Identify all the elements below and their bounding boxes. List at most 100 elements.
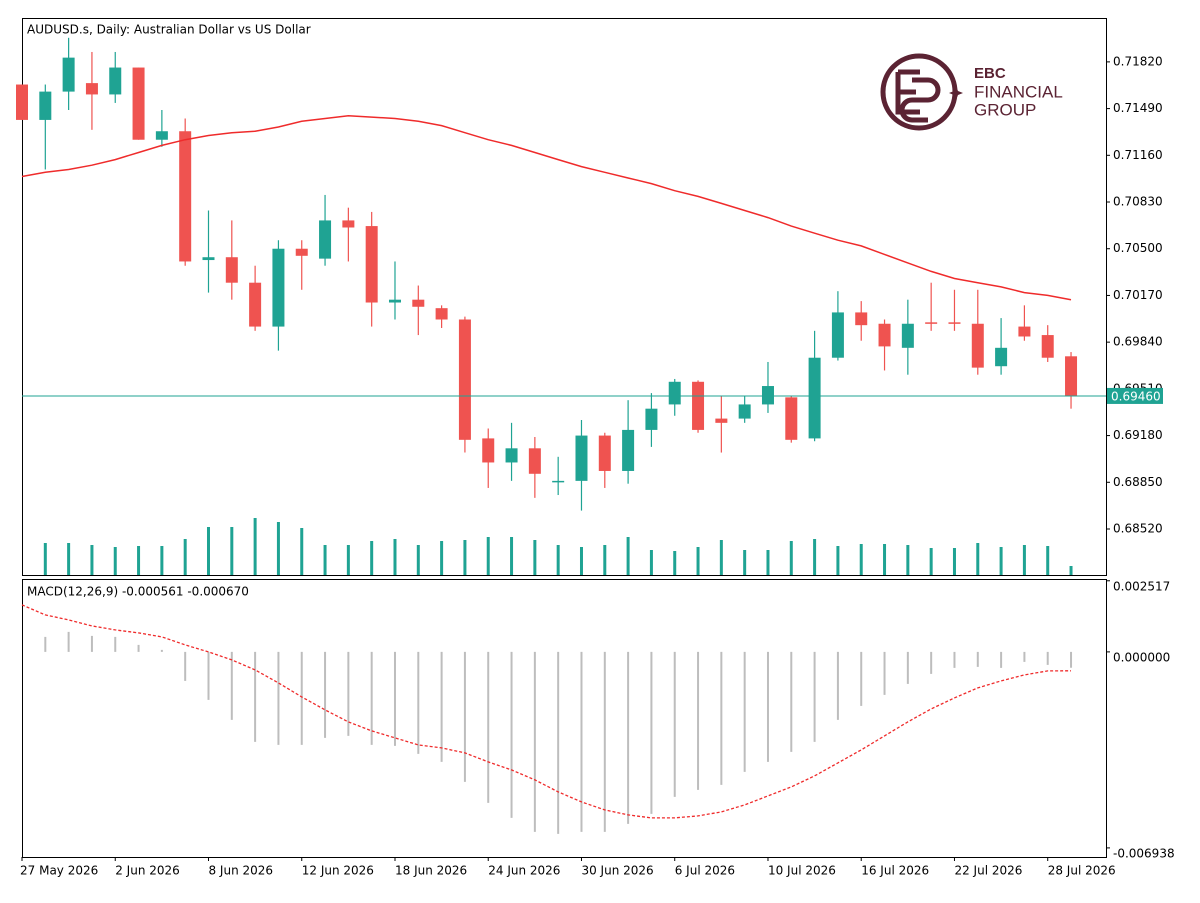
volume-bar — [673, 551, 677, 575]
candle-body — [971, 323, 984, 368]
volume-bar — [393, 539, 397, 575]
volume-bar — [253, 518, 257, 575]
candle-body — [855, 312, 868, 326]
candle-body — [272, 248, 285, 327]
volume-bar — [836, 546, 840, 575]
candle-body — [692, 381, 705, 430]
candle-body — [901, 323, 914, 348]
candle-body — [412, 299, 425, 307]
volume-bar — [230, 527, 234, 575]
volume-bar — [183, 539, 187, 575]
volume-bar — [626, 537, 630, 575]
volume-bar — [789, 541, 793, 575]
volume-bar — [929, 548, 933, 575]
candle-body — [715, 418, 728, 423]
candle-body — [598, 435, 611, 471]
candle-body — [808, 357, 821, 439]
candle-body — [505, 448, 518, 463]
y-tick-label: 0.002517 — [1113, 579, 1170, 593]
logo-star — [949, 86, 963, 100]
volume-bar — [603, 545, 607, 575]
candle-body — [575, 435, 588, 481]
volume-bar — [463, 540, 467, 575]
volume-bar — [579, 547, 583, 575]
candle-body — [179, 131, 192, 262]
volume-bar — [556, 545, 560, 575]
volume-bar — [696, 547, 700, 575]
volume-bar — [160, 546, 164, 575]
volume-bar — [67, 543, 71, 575]
volume-bar — [276, 522, 280, 575]
candle-body — [645, 408, 658, 430]
chart-title: AUDUSD.s, Daily: Australian Dollar vs US… — [27, 23, 311, 37]
candle-body — [155, 131, 168, 140]
volume-bar — [300, 528, 304, 575]
logo-text: FINANCIAL — [974, 82, 1063, 101]
moving-average — [21, 114, 1072, 301]
volume-bar — [510, 537, 514, 575]
candle-body — [435, 308, 448, 320]
volume-bar — [883, 544, 887, 575]
volume-bar — [346, 545, 350, 575]
candle-body — [738, 404, 751, 419]
macd-label: MACD(12,26,9) -0.000561 -0.000670 — [27, 585, 249, 599]
logo-ring — [880, 53, 958, 131]
last-price-label: 0.69460 — [1111, 389, 1161, 403]
y-tick-label: 0.68850 — [1113, 475, 1163, 489]
x-tick-label: 27 May 2026 — [20, 864, 98, 878]
y-tick-label: 0.000000 — [1113, 650, 1170, 664]
candle-body — [458, 319, 471, 440]
y-tick-label: -0.006938 — [1113, 846, 1175, 860]
candle-body — [1065, 356, 1078, 396]
candle-body — [761, 386, 774, 405]
volume-bar — [976, 543, 980, 575]
y-tick-label: 0.70170 — [1113, 288, 1163, 302]
volume-bar — [90, 545, 94, 575]
x-tick-label: 18 Jun 2026 — [395, 864, 467, 878]
candle-body — [249, 282, 262, 327]
candle-body — [295, 248, 308, 256]
volume-bar — [440, 541, 444, 575]
x-tick-label: 2 Jun 2026 — [115, 864, 180, 878]
last-price-box — [1107, 387, 1163, 404]
y-tick-label: 0.69840 — [1113, 335, 1163, 349]
candle-body — [622, 429, 635, 471]
macd-signal-line — [21, 604, 1072, 819]
candle-body — [39, 91, 52, 120]
volume-bar — [43, 543, 47, 575]
candle-body — [365, 226, 378, 303]
volume-bar — [486, 537, 490, 575]
volume-bar — [370, 541, 374, 575]
volume-bar — [1022, 545, 1026, 575]
candle-body — [785, 397, 798, 440]
x-tick-label: 28 Jul 2026 — [1048, 864, 1116, 878]
volume-bar — [1069, 566, 1073, 575]
candle-body — [202, 257, 215, 261]
volume-bar — [999, 547, 1003, 575]
candle-body — [342, 220, 355, 228]
candle-body — [85, 83, 98, 95]
volume-bar — [206, 527, 210, 575]
candle-body — [62, 57, 75, 92]
candle-body — [995, 347, 1008, 367]
volume-bar — [859, 544, 863, 575]
x-tick-label: 22 Jul 2026 — [954, 864, 1022, 878]
volume-bar — [416, 545, 420, 575]
volume-bar — [952, 548, 956, 575]
candle-body — [132, 67, 145, 140]
x-tick-label: 12 Jun 2026 — [302, 864, 374, 878]
volume-bar — [113, 547, 117, 575]
logo-mark — [895, 69, 941, 123]
candle-body — [482, 438, 495, 463]
logo: EBC FINANCIAL GROUP — [880, 53, 1063, 131]
logo-text: GROUP — [974, 100, 1036, 119]
volume-bar — [906, 545, 910, 575]
x-tick-label: 10 Jul 2026 — [768, 864, 836, 878]
y-tick-label: 0.68520 — [1113, 521, 1163, 535]
candle-body — [388, 299, 401, 303]
y-tick-label: 0.71820 — [1113, 54, 1163, 68]
candle-body — [925, 322, 938, 324]
candle-body — [16, 84, 28, 120]
volume-bar — [323, 545, 327, 575]
